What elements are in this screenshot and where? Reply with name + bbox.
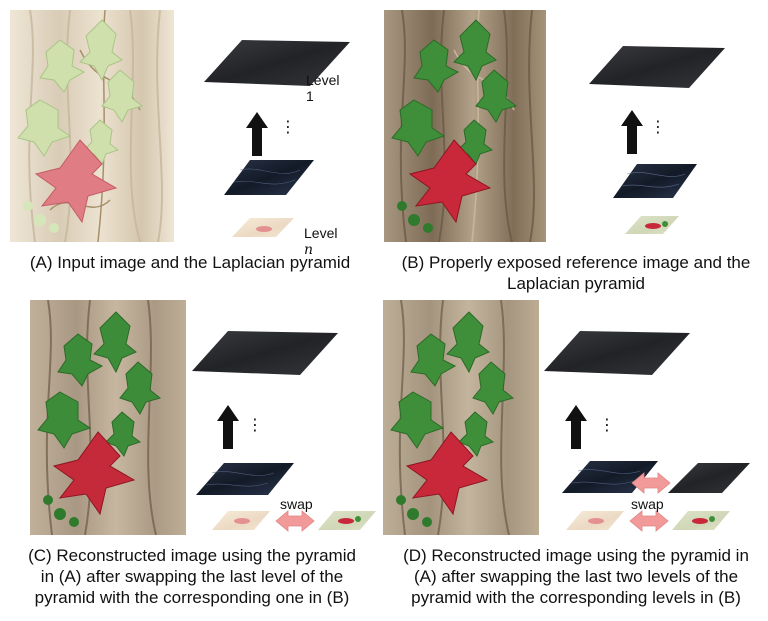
swap-label-c: swap [280, 496, 313, 512]
ellipsis-icon: ⋮ [650, 117, 666, 136]
caption-c: (C) Reconstructed image using the pyrami… [28, 546, 356, 607]
up-arrow-icon [246, 112, 268, 156]
up-arrow-icon [217, 405, 239, 449]
pyramid-c-level-mid [196, 463, 294, 495]
pyramid-d-level-1 [544, 331, 690, 375]
laplacian-pyramid-a [204, 40, 350, 237]
reconstructed-image-c [30, 300, 186, 535]
ellipsis-icon: ⋮ [280, 117, 296, 136]
caption-d: (D) Reconstructed image using the pyrami… [403, 546, 749, 607]
level-1-label: Level 1 [306, 72, 340, 104]
pyramid-c-level-1 [192, 331, 338, 375]
level-n-label: Level n [304, 225, 338, 258]
pyramid-d-reference-level-n-minus-1 [668, 463, 750, 493]
pyramid-level-1 [204, 40, 350, 86]
laplacian-pyramid-c [192, 331, 376, 532]
laplacian-pyramid-d [544, 331, 750, 532]
double-arrow-icon [275, 510, 315, 532]
up-arrow-icon [565, 405, 587, 449]
swap-label-d: swap [631, 496, 664, 512]
caption-b: (B) Properly exposed reference image and… [401, 253, 751, 293]
pyramid-b-level-1 [589, 46, 725, 88]
ellipsis-icon: ⋮ [247, 415, 263, 434]
input-image [10, 10, 174, 242]
pyramid-level-mid [224, 160, 314, 195]
reference-image [384, 10, 546, 242]
reconstructed-image-d [383, 300, 539, 535]
up-arrow-icon [621, 110, 643, 154]
caption-a: (A) Input image and the Laplacian pyrami… [29, 253, 351, 272]
pyramid-b-level-mid [613, 164, 697, 198]
ellipsis-icon: ⋮ [599, 415, 615, 434]
laplacian-pyramid-b [589, 46, 725, 234]
double-arrow-icon [629, 510, 669, 532]
double-arrow-icon [631, 472, 671, 494]
